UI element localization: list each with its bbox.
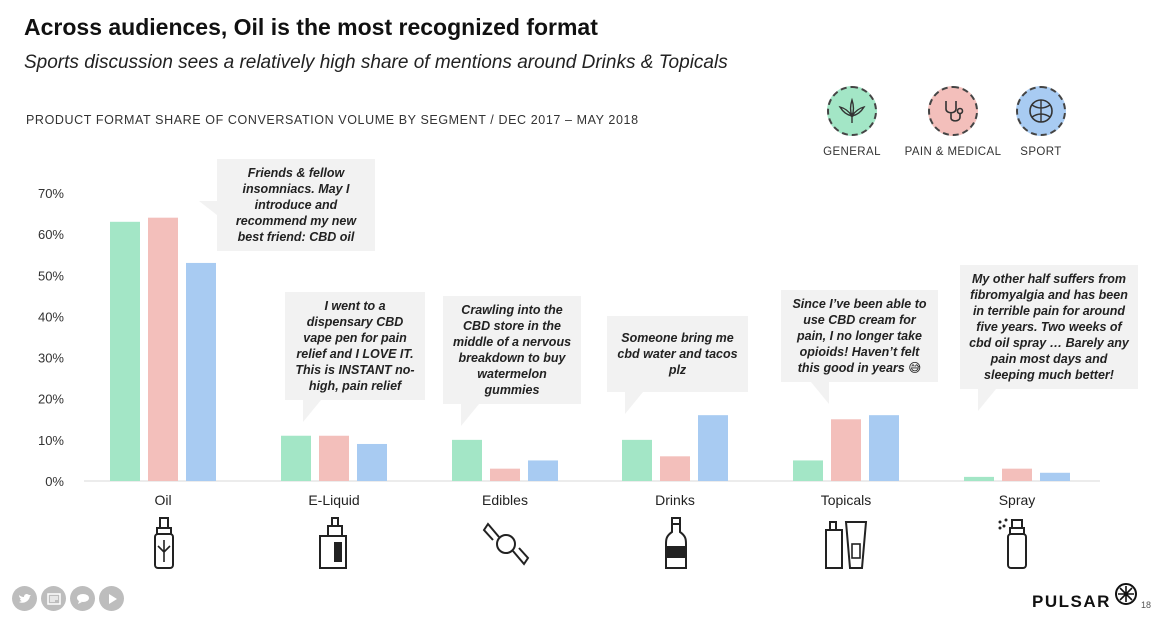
legend-label: GENERAL <box>823 146 881 158</box>
twitter-icon[interactable] <box>12 586 37 611</box>
y-tick-label: 20% <box>38 392 64 407</box>
x-category-label: Drinks <box>655 492 695 508</box>
social-icons <box>12 586 124 611</box>
x-category-label: Oil <box>154 492 171 508</box>
bar-drinks-general <box>622 439 652 481</box>
vape-pen-icon <box>319 517 347 569</box>
bar-drinks-pain-medical <box>660 456 690 481</box>
quote-eliquid: I went to a dispensary CBD vape pen for … <box>285 292 425 422</box>
play-icon[interactable] <box>99 586 124 611</box>
bar-spray-pain-medical <box>1002 468 1032 481</box>
bar-edibles-sport <box>528 460 558 481</box>
bar-edibles-general <box>452 439 482 481</box>
bar-topicals-general <box>793 460 823 481</box>
ball-icon <box>1016 86 1066 136</box>
y-tick-label: 0% <box>45 474 64 489</box>
stethoscope-icon <box>928 86 978 136</box>
bar-e-liquid-general <box>281 435 311 481</box>
chat-icon[interactable] <box>70 586 95 611</box>
quote-spray: My other half suffers from fibromyalgia … <box>960 265 1138 411</box>
bar-spray-general <box>964 476 994 481</box>
bar-spray-sport <box>1040 472 1070 481</box>
bar-drinks-sport <box>698 415 728 481</box>
bar-topicals-sport <box>869 415 899 481</box>
candy-icon <box>482 522 530 566</box>
brand-name: PULSAR <box>1032 592 1111 611</box>
bar-oil-pain-medical <box>148 217 178 481</box>
legend-label: PAIN & MEDICAL <box>904 146 1002 158</box>
news-icon[interactable] <box>41 586 66 611</box>
pulsar-logo-icon <box>1115 583 1137 605</box>
bar-e-liquid-sport <box>357 443 387 481</box>
bar-e-liquid-pain-medical <box>319 435 349 481</box>
page-number: 18 <box>1141 600 1152 610</box>
quote-drinks: Someone bring me cbd water and tacos plz <box>607 316 748 414</box>
bar-oil-sport <box>186 262 216 481</box>
page-subtitle: Sports discussion sees a relatively high… <box>24 52 728 73</box>
y-tick-label: 50% <box>38 268 64 283</box>
bar-edibles-pain-medical <box>490 468 520 481</box>
spray-bottle-icon <box>998 518 1027 569</box>
chart-title: PRODUCT FORMAT SHARE OF CONVERSATION VOL… <box>26 113 639 127</box>
y-tick-label: 10% <box>38 433 64 448</box>
x-category-label: Edibles <box>482 492 528 508</box>
x-category-label: Topicals <box>821 492 872 508</box>
cream-tubes-icon <box>825 521 868 569</box>
oil-bottle-icon <box>154 517 174 569</box>
y-tick-label: 70% <box>38 186 64 201</box>
bar-oil-general <box>110 221 140 482</box>
y-tick-label: 40% <box>38 309 64 324</box>
quote-topicals: Since I’ve been able to use CBD cream fo… <box>781 290 938 404</box>
bar-topicals-pain-medical <box>831 419 861 481</box>
drink-bottle-icon <box>665 517 687 569</box>
page-title: Across audiences, Oil is the most recogn… <box>24 14 598 40</box>
legend-label: SPORT <box>1020 146 1062 158</box>
x-category-label: Spray <box>999 492 1036 508</box>
legend-sport: SPORT <box>986 86 1096 158</box>
x-category-label: E-Liquid <box>308 492 359 508</box>
quote-edibles: Crawling into the CBD store in the middl… <box>443 296 581 426</box>
quote-oil: Friends & fellow insomniacs. May I intro… <box>199 159 375 251</box>
y-tick-label: 30% <box>38 351 64 366</box>
legend-pain-medical: PAIN & MEDICAL <box>898 86 1008 158</box>
cannabis-leaf-icon <box>827 86 877 136</box>
y-tick-label: 60% <box>38 227 64 242</box>
legend-general: GENERAL <box>797 86 907 158</box>
